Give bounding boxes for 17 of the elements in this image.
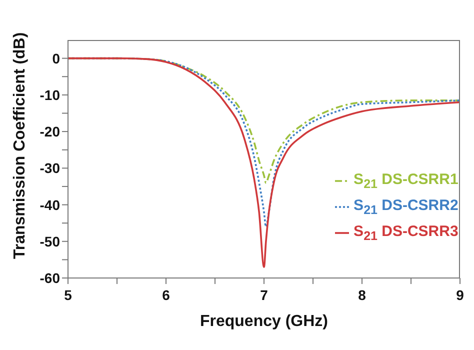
- y-tick-label: -60: [40, 270, 60, 286]
- x-axis-title: Frequency (GHz): [200, 313, 328, 330]
- legend-label: S$_{21}$ DS-CSRR1: [354, 170, 458, 191]
- y-tick-label: -30: [40, 160, 60, 176]
- y-tick-label: -10: [40, 86, 60, 103]
- legend-label: S$_{21}$ DS-CSRR2: [354, 196, 458, 217]
- x-tick-label: 8: [358, 287, 366, 303]
- x-tick-label: 7: [260, 287, 268, 303]
- y-tick-label: -40: [40, 196, 60, 213]
- x-tick-label: 9: [456, 287, 464, 303]
- legend-label: S$_{21}$ DS-CSRR3: [354, 222, 458, 243]
- x-tick-label: 5: [64, 287, 72, 303]
- y-tick-label: 0: [52, 50, 60, 66]
- y-axis-title: Transmission Coefficient (dB): [12, 32, 29, 259]
- y-tick-label: -20: [40, 124, 60, 140]
- y-tick-label: -50: [40, 233, 60, 250]
- x-tick-label: 6: [162, 287, 170, 303]
